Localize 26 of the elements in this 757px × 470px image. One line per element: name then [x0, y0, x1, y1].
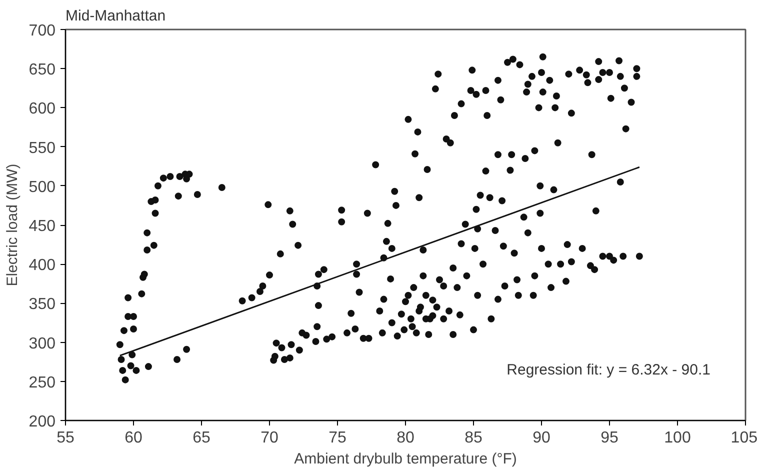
- x-tick-label: 80: [396, 430, 414, 446]
- x-tick-label: 55: [56, 430, 74, 446]
- y-tick-label: 600: [28, 100, 56, 118]
- y-tick-label: 550: [28, 140, 56, 157]
- x-tick-label: 90: [532, 430, 550, 446]
- x-tick-label: 105: [730, 430, 757, 446]
- x-tick-label: 100: [664, 430, 691, 446]
- x-tick-label: 60: [124, 430, 142, 446]
- x-tick-label: 65: [192, 430, 210, 446]
- y-tick-label: 300: [28, 335, 56, 352]
- y-tick-label: 350: [28, 296, 56, 314]
- annotation: Regression fit: y = 6.32x - 90.1: [506, 362, 711, 378]
- y-tick-label: 400: [28, 257, 56, 274]
- y-axis-title: Electric load (MW): [4, 164, 21, 286]
- x-tick-label: 75: [328, 430, 346, 446]
- x-tick-label: 95: [600, 430, 618, 446]
- y-tick-label: 500: [28, 178, 56, 196]
- chart-title: Mid-Manhattan: [66, 8, 166, 24]
- y-tick-label: 700: [28, 22, 56, 40]
- x-tick-label: 85: [464, 430, 482, 446]
- x-tick-label: 70: [260, 430, 278, 446]
- y-tick-label: 450: [28, 218, 56, 235]
- y-tick-label: 250: [28, 374, 56, 392]
- y-tick-label: 200: [28, 414, 56, 430]
- x-axis-title: Ambient drybulb temperature (°F): [294, 450, 517, 468]
- y-tick-label: 650: [28, 62, 56, 79]
